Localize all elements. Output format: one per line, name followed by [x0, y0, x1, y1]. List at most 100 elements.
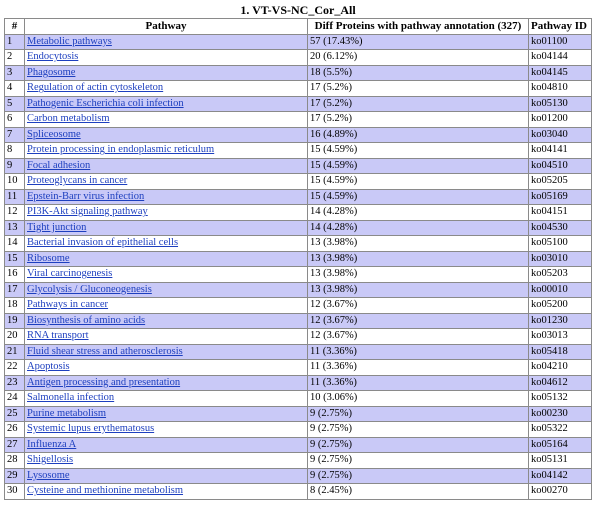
row-index: 18	[4, 297, 25, 314]
table-row: 7 Spliceosome 16 (4.89%) ko03040	[4, 126, 592, 143]
pathway-id-cell: ko04210	[528, 359, 592, 376]
diff-proteins-cell: 15 (4.59%)	[307, 142, 529, 159]
pathway-id-cell: ko04530	[528, 219, 592, 236]
row-index: 25	[4, 405, 25, 422]
diff-proteins-cell: 9 (2.75%)	[307, 452, 529, 469]
pathway-id-cell: ko05200	[528, 297, 592, 314]
table-row: 4 Regulation of actin cytoskeleton 17 (5.2…	[4, 80, 592, 97]
pathway-link[interactable]: Biosynthesis of amino acids	[27, 314, 146, 326]
table-row: 19 Biosynthesis of amino acids 12 (3.67%) k…	[4, 312, 592, 329]
pathway-link[interactable]: Salmonella infection	[27, 392, 115, 404]
diff-proteins-cell: 9 (2.75%)	[307, 421, 529, 438]
pathway-id-cell: ko04144	[528, 49, 592, 66]
pathway-link[interactable]: Epstein-Barr virus infection	[27, 190, 145, 202]
diff-proteins-cell: 10 (3.06%)	[307, 390, 529, 407]
pathway-link[interactable]: Systemic lupus erythematosus	[27, 423, 155, 435]
diff-proteins-cell: 16 (4.89%)	[307, 126, 529, 143]
pathway-link[interactable]: Carbon metabolism	[27, 113, 110, 125]
pathway-link[interactable]: Pathogenic Escherichia coli infection	[27, 97, 184, 109]
table-row: 24 Salmonella infection 10 (3.06%) ko05132	[4, 390, 592, 407]
pathway-cell: Cysteine and methionine metabolism	[24, 483, 308, 500]
pathway-id-cell: ko00010	[528, 281, 592, 298]
table-header-row: # Pathway Diff Proteins with pathway ann…	[4, 18, 592, 35]
pathway-link[interactable]: Ribosome	[27, 252, 70, 264]
pathway-link[interactable]: Pathways in cancer	[27, 299, 109, 311]
pathway-cell: Carbon metabolism	[24, 111, 308, 128]
row-index: 17	[4, 281, 25, 298]
row-index: 6	[4, 111, 25, 128]
pathway-link[interactable]: Apoptosis	[27, 361, 70, 373]
table-row: 1 Metabolic pathways 57 (17.43%) ko01100	[4, 33, 592, 50]
table-row: 8 Protein processing in endoplasmic retic…	[4, 142, 592, 159]
pathway-link[interactable]: Cysteine and methionine metabolism	[27, 485, 184, 497]
pathway-link[interactable]: Shigellosis	[27, 454, 74, 466]
pathway-cell: Pathways in cancer	[24, 297, 308, 314]
pathway-id-cell: ko03013	[528, 328, 592, 345]
row-index: 2	[4, 49, 25, 66]
diff-proteins-cell: 9 (2.75%)	[307, 467, 529, 484]
diff-proteins-cell: 57 (17.43%)	[307, 33, 529, 50]
pathway-cell: Protein processing in endoplasmic reticu…	[24, 142, 308, 159]
pathway-link[interactable]: Bacterial invasion of epithelial cells	[27, 237, 179, 249]
pathway-link[interactable]: Lysosome	[27, 469, 70, 481]
pathway-id-cell: ko05169	[528, 188, 592, 205]
row-index: 21	[4, 343, 25, 360]
pathway-cell: Regulation of actin cytoskeleton	[24, 80, 308, 97]
row-index: 23	[4, 374, 25, 391]
pathway-link[interactable]: Metabolic pathways	[27, 35, 112, 47]
pathway-link[interactable]: Tight junction	[27, 221, 87, 233]
pathway-cell: Antigen processing and presentation	[24, 374, 308, 391]
pathway-cell: Purine metabolism	[24, 405, 308, 422]
table-row: 21 Fluid shear stress and atherosclerosis…	[4, 343, 592, 360]
table-row: 15 Ribosome 13 (3.98%) ko03010	[4, 250, 592, 267]
table-row: 12 PI3K-Akt signaling pathway 14 (4.28%) ko…	[4, 204, 592, 221]
pathway-link[interactable]: PI3K-Akt signaling pathway	[27, 206, 148, 218]
table-title: 1. VT-VS-NC_Cor_All	[240, 3, 356, 17]
diff-proteins-cell: 11 (3.36%)	[307, 374, 529, 391]
table-row: 11 Epstein-Barr virus infection 15 (4.59%)…	[4, 188, 592, 205]
pathway-cell: Metabolic pathways	[24, 33, 308, 50]
row-index: 29	[4, 467, 25, 484]
pathway-id-cell: ko05205	[528, 173, 592, 190]
table-row: 29 Lysosome 9 (2.75%) ko04142	[4, 467, 592, 484]
diff-proteins-cell: 15 (4.59%)	[307, 173, 529, 190]
row-index: 30	[4, 483, 25, 500]
table-row: 14 Bacterial invasion of epithelial cells…	[4, 235, 592, 252]
pathway-cell: Endocytosis	[24, 49, 308, 66]
pathway-cell: Shigellosis	[24, 452, 308, 469]
pathway-link[interactable]: Proteoglycans in cancer	[27, 175, 128, 187]
table-row: 5 Pathogenic Escherichia coli infection 17…	[4, 95, 592, 112]
pathway-cell: Ribosome	[24, 250, 308, 267]
row-index: 28	[4, 452, 25, 469]
pathway-link[interactable]: Spliceosome	[27, 128, 81, 140]
pathway-cell: Tight junction	[24, 219, 308, 236]
pathway-link[interactable]: Glycolysis / Gluconeogenesis	[27, 283, 152, 295]
table-row: 27 Influenza A 9 (2.75%) ko05164	[4, 436, 592, 453]
pathway-id-cell: ko04145	[528, 64, 592, 81]
pathway-cell: Epstein-Barr virus infection	[24, 188, 308, 205]
pathway-cell: Lysosome	[24, 467, 308, 484]
pathway-id-cell: ko01230	[528, 312, 592, 329]
row-index: 11	[4, 188, 25, 205]
column-header-diff-proteins: Diff Proteins with pathway annotation (3…	[307, 18, 529, 35]
pathway-link[interactable]: Influenza A	[27, 438, 77, 450]
pathway-link[interactable]: Viral carcinogenesis	[27, 268, 113, 280]
diff-proteins-cell: 12 (3.67%)	[307, 297, 529, 314]
pathway-link[interactable]: Antigen processing and presentation	[27, 376, 181, 388]
table-row: 28 Shigellosis 9 (2.75%) ko05131	[4, 452, 592, 469]
pathway-link[interactable]: Purine metabolism	[27, 407, 107, 419]
pathway-link[interactable]: Endocytosis	[27, 51, 79, 63]
pathway-link[interactable]: Phagosome	[27, 66, 76, 78]
pathway-link[interactable]: Focal adhesion	[27, 159, 91, 171]
pathway-id-cell: ko04810	[528, 80, 592, 97]
diff-proteins-cell: 9 (2.75%)	[307, 436, 529, 453]
pathway-link[interactable]: Protein processing in endoplasmic reticu…	[27, 144, 215, 156]
pathway-link[interactable]: Fluid shear stress and atherosclerosis	[27, 345, 183, 357]
pathway-id-cell: ko04142	[528, 467, 592, 484]
table-row: 30 Cysteine and methionine metabolism 8 (2…	[4, 483, 592, 500]
pathway-link[interactable]: RNA transport	[27, 330, 89, 342]
pathway-link[interactable]: Regulation of actin cytoskeleton	[27, 82, 164, 94]
pathway-id-cell: ko05418	[528, 343, 592, 360]
row-index: 16	[4, 266, 25, 283]
pathway-id-cell: ko04510	[528, 157, 592, 174]
